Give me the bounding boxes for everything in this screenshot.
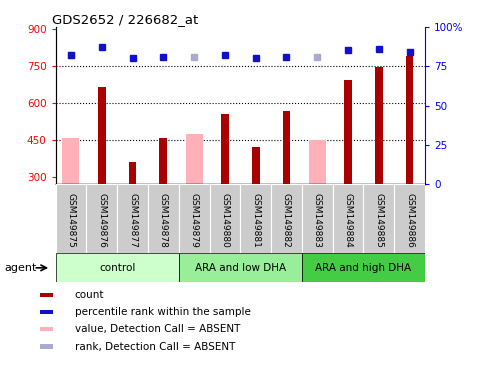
Bar <box>302 253 425 282</box>
Text: agent: agent <box>4 263 37 273</box>
Text: GSM149879: GSM149879 <box>190 193 199 248</box>
Bar <box>309 140 326 184</box>
Bar <box>221 114 229 184</box>
Text: GSM149883: GSM149883 <box>313 193 322 248</box>
Bar <box>56 253 179 282</box>
Bar <box>128 162 136 184</box>
Text: GSM149877: GSM149877 <box>128 193 137 248</box>
Bar <box>271 184 302 253</box>
Text: GSM149884: GSM149884 <box>343 193 353 247</box>
Text: GSM149881: GSM149881 <box>251 193 260 248</box>
Bar <box>98 87 106 184</box>
Text: count: count <box>75 290 104 300</box>
Bar <box>406 56 413 184</box>
Text: GSM149885: GSM149885 <box>374 193 384 248</box>
Bar <box>283 111 290 184</box>
Text: value, Detection Call = ABSENT: value, Detection Call = ABSENT <box>75 324 240 334</box>
Text: ARA and low DHA: ARA and low DHA <box>195 263 286 273</box>
Text: GSM149876: GSM149876 <box>97 193 106 248</box>
Bar <box>40 310 53 314</box>
Bar <box>40 327 53 331</box>
Text: GSM149880: GSM149880 <box>220 193 229 248</box>
Text: percentile rank within the sample: percentile rank within the sample <box>75 307 251 317</box>
Bar <box>179 253 302 282</box>
Bar <box>86 184 117 253</box>
Bar <box>56 184 86 253</box>
Bar <box>344 80 352 184</box>
Bar <box>62 137 79 184</box>
Text: GSM149882: GSM149882 <box>282 193 291 247</box>
Bar <box>40 293 53 297</box>
Text: GSM149886: GSM149886 <box>405 193 414 248</box>
Bar <box>252 147 259 184</box>
Bar <box>240 184 271 253</box>
Bar <box>159 137 167 184</box>
Bar <box>179 184 210 253</box>
Bar <box>302 184 333 253</box>
Text: GSM149875: GSM149875 <box>67 193 75 248</box>
Bar <box>185 134 202 184</box>
Bar <box>117 184 148 253</box>
Text: control: control <box>99 263 135 273</box>
Bar <box>40 344 53 349</box>
Bar <box>210 184 240 253</box>
Text: ARA and high DHA: ARA and high DHA <box>315 263 412 273</box>
Text: rank, Detection Call = ABSENT: rank, Detection Call = ABSENT <box>75 341 235 351</box>
Bar <box>148 184 179 253</box>
Text: GDS2652 / 226682_at: GDS2652 / 226682_at <box>52 13 198 26</box>
Text: GSM149878: GSM149878 <box>159 193 168 248</box>
Bar <box>375 67 383 184</box>
Bar <box>394 184 425 253</box>
Bar <box>364 184 394 253</box>
Bar <box>333 184 364 253</box>
